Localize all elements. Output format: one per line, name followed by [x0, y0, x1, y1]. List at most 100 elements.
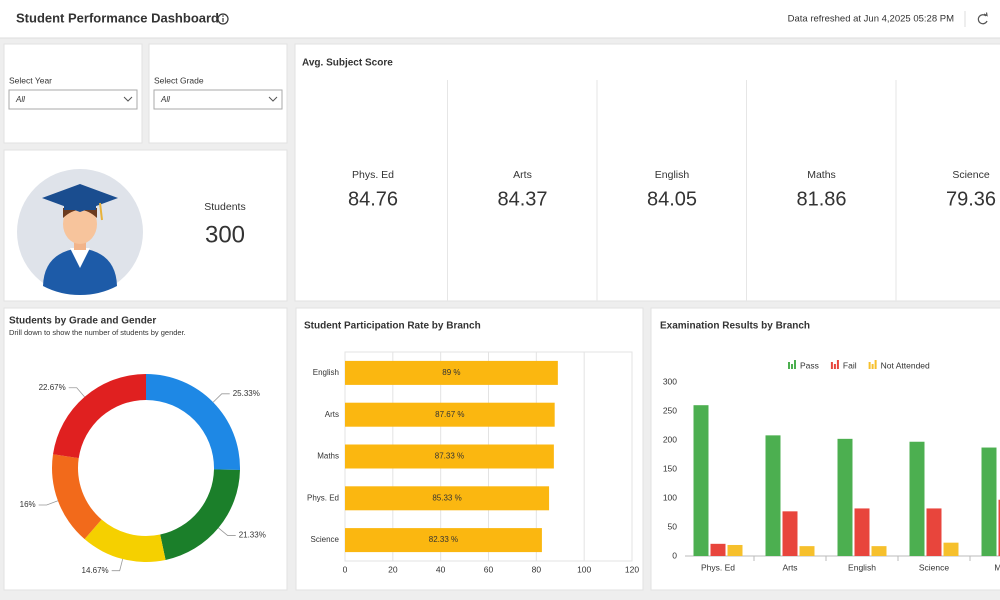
dropdown-value: All — [160, 95, 170, 104]
bar — [345, 486, 550, 511]
grade-dropdown[interactable]: All — [153, 89, 283, 110]
data-label: 87.67 % — [435, 410, 464, 419]
data-label: 89 % — [442, 368, 460, 377]
data-label: 22.67% — [39, 383, 66, 392]
x-tick-label: 100 — [577, 564, 591, 574]
x-tick-label: Science — [919, 562, 950, 572]
y-tick-label: Science — [311, 535, 340, 544]
subject-score: 81.86 — [796, 188, 846, 210]
data-label: 16% — [20, 500, 36, 509]
kpi-value: 300 — [205, 221, 245, 248]
bar — [909, 441, 925, 556]
data-label: 25.33% — [233, 389, 260, 398]
bar — [871, 546, 887, 556]
chart-title: Student Participation Rate by Branch — [304, 321, 481, 332]
bar — [926, 508, 942, 556]
legend-label: Pass — [800, 360, 819, 370]
legend-item: Not Attended — [868, 360, 930, 370]
bar — [345, 444, 554, 469]
data-label: 87.33 % — [435, 452, 464, 461]
bar — [782, 511, 798, 556]
legend-swatch — [868, 362, 871, 369]
legend-label: Not Attended — [881, 360, 930, 370]
legend-swatch — [874, 360, 877, 369]
x-tick-label: Phys. Ed — [701, 562, 735, 572]
legend-swatch — [794, 360, 796, 369]
subject-name: Arts — [513, 169, 532, 181]
y-tick-label: 200 — [663, 434, 677, 444]
x-tick-label: 120 — [625, 564, 639, 574]
x-tick-label: 60 — [484, 564, 494, 574]
dashboard-title: Student Performance Dashboard — [16, 10, 219, 25]
bar — [765, 435, 781, 556]
leader-line — [111, 558, 124, 572]
y-tick-label: 300 — [663, 376, 677, 386]
x-tick-label: 20 — [388, 564, 398, 574]
subject-name: English — [655, 169, 690, 181]
bar — [854, 508, 870, 556]
subject-score: 84.76 — [348, 188, 398, 210]
y-tick-label: Maths — [317, 452, 339, 461]
data-label: 85.33 % — [432, 493, 461, 502]
data-label: 21.33% — [239, 531, 266, 540]
data-label: 14.67% — [82, 566, 109, 575]
bar — [998, 499, 1000, 556]
x-tick-label: 0 — [343, 564, 348, 574]
x-tick-label: 40 — [436, 564, 446, 574]
bar — [693, 405, 709, 556]
legend-swatch — [836, 360, 839, 369]
subject-scores: Phys. Ed 84.76 Arts 84.37 English 84.05 Maths 8… — [348, 80, 996, 301]
chart-title: Students by Grade and Gender — [9, 316, 156, 327]
bar — [943, 542, 959, 556]
filter-label: Select Year — [9, 75, 52, 85]
header-bar — [0, 0, 1000, 38]
y-tick-label: 50 — [668, 521, 678, 531]
dropdown-value: All — [15, 95, 25, 104]
year-dropdown[interactable]: All — [8, 89, 138, 110]
refresh-icon[interactable] — [977, 12, 988, 25]
avg-score-card — [294, 43, 1000, 302]
filter-label: Select Grade — [154, 75, 204, 85]
bar — [981, 447, 997, 556]
bar — [345, 402, 555, 427]
data-label: 82.33 % — [429, 535, 458, 544]
legend-swatch — [791, 364, 793, 369]
subject-name: Science — [952, 169, 990, 181]
subject-name: Phys. Ed — [352, 169, 394, 181]
donut-slice — [84, 519, 166, 562]
bar — [799, 546, 815, 556]
x-tick-label: Arts — [782, 562, 797, 572]
y-tick-label: 250 — [663, 405, 677, 415]
y-tick-label: Phys. Ed — [307, 493, 339, 502]
subject-name: Maths — [807, 169, 836, 181]
info-icon[interactable] — [217, 13, 229, 25]
y-tick-label: English — [313, 368, 339, 377]
leader-line — [212, 393, 230, 403]
refresh-text: Data refreshed at Jun 4,2025 05:28 PM — [788, 14, 954, 25]
chart-card — [650, 307, 1000, 591]
y-tick-label: Arts — [325, 410, 339, 419]
subject-score: 79.36 — [946, 188, 996, 210]
exam-chart: 0 50 100 150 200 250 300 Phys. Ed Arts English Sci… — [663, 360, 1000, 572]
y-tick-label: 0 — [672, 550, 677, 560]
legend-swatch — [833, 364, 836, 369]
x-tick-label: Maths — [994, 562, 1000, 572]
bar — [345, 360, 558, 385]
y-tick-label: 100 — [663, 492, 677, 502]
x-tick-label: English — [848, 562, 876, 572]
bar — [345, 528, 542, 553]
bar — [837, 438, 853, 556]
x-tick-label: 80 — [532, 564, 542, 574]
donut-slice — [51, 454, 102, 540]
subject-score: 84.37 — [497, 188, 547, 210]
legend-swatch — [788, 362, 790, 369]
bar — [710, 543, 726, 556]
legend-item: Fail — [830, 360, 857, 370]
leader-line — [218, 527, 236, 536]
donut-slice — [160, 469, 240, 560]
leader-line — [68, 387, 85, 398]
card-title: Avg. Subject Score — [302, 58, 393, 69]
donut-slice — [53, 373, 147, 459]
